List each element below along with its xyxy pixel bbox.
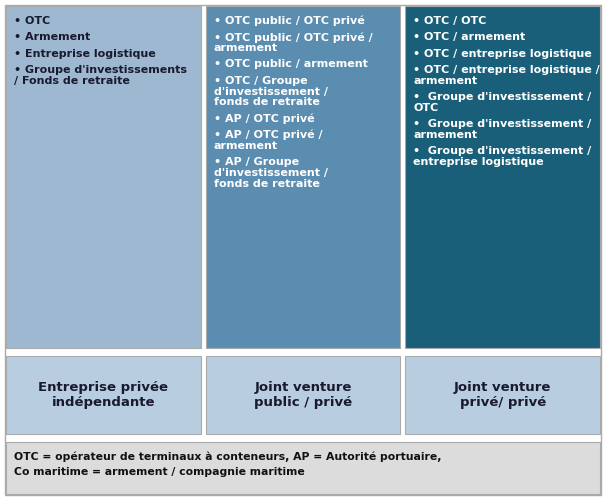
Text: •  Groupe d'investissement /: • Groupe d'investissement /: [413, 146, 591, 156]
Text: • OTC / entreprise logistique /: • OTC / entreprise logistique /: [413, 65, 600, 75]
Text: entreprise logistique: entreprise logistique: [413, 157, 544, 167]
Text: •  Groupe d'investissement /: • Groupe d'investissement /: [413, 92, 591, 102]
Text: • OTC public / OTC privé: • OTC public / OTC privé: [214, 16, 364, 26]
Text: armement: armement: [413, 76, 478, 86]
Text: • AP / OTC privé /: • AP / OTC privé /: [214, 130, 322, 140]
Text: armement: armement: [413, 130, 478, 140]
Bar: [6, 356, 201, 434]
Bar: [205, 356, 401, 434]
Text: OTC: OTC: [413, 103, 439, 113]
Text: •  Groupe d'investissement /: • Groupe d'investissement /: [413, 119, 591, 129]
Bar: [405, 6, 600, 348]
Bar: [205, 6, 401, 348]
Text: d'investissement /: d'investissement /: [214, 168, 328, 178]
Text: Co maritime = armement / compagnie maritime: Co maritime = armement / compagnie marit…: [14, 467, 305, 477]
Text: armement: armement: [214, 140, 278, 150]
Text: • OTC / armement: • OTC / armement: [413, 32, 525, 42]
Bar: [6, 6, 201, 348]
Text: Joint venture
privé/ privé: Joint venture privé/ privé: [454, 381, 551, 409]
Text: d'investissement /: d'investissement /: [214, 86, 328, 97]
Text: armement: armement: [214, 43, 278, 53]
Text: Entreprise privée
indépendante: Entreprise privée indépendante: [38, 381, 168, 409]
Text: • Groupe d'investissements: • Groupe d'investissements: [14, 65, 187, 75]
Text: • OTC / OTC: • OTC / OTC: [413, 16, 487, 26]
Text: fonds de retraite: fonds de retraite: [214, 178, 319, 188]
Text: Joint venture
public / privé: Joint venture public / privé: [254, 381, 352, 409]
Text: • OTC / entreprise logistique: • OTC / entreprise logistique: [413, 48, 592, 58]
Text: • OTC: • OTC: [14, 16, 50, 26]
Text: fonds de retraite: fonds de retraite: [214, 98, 319, 108]
Text: / Fonds de retraite: / Fonds de retraite: [14, 76, 130, 86]
Bar: [6, 442, 600, 494]
Text: • Entreprise logistique: • Entreprise logistique: [14, 48, 156, 58]
Text: • AP / Groupe: • AP / Groupe: [214, 157, 299, 167]
Text: OTC = opérateur de terminaux à conteneurs, AP = Autorité portuaire,: OTC = opérateur de terminaux à conteneur…: [14, 452, 442, 462]
Text: • OTC public / armement: • OTC public / armement: [214, 60, 368, 70]
Text: • OTC / Groupe: • OTC / Groupe: [214, 76, 307, 86]
Text: • AP / OTC privé: • AP / OTC privé: [214, 114, 315, 124]
Bar: [405, 356, 600, 434]
Text: • OTC public / OTC privé /: • OTC public / OTC privé /: [214, 32, 373, 43]
Text: • Armement: • Armement: [14, 32, 90, 42]
